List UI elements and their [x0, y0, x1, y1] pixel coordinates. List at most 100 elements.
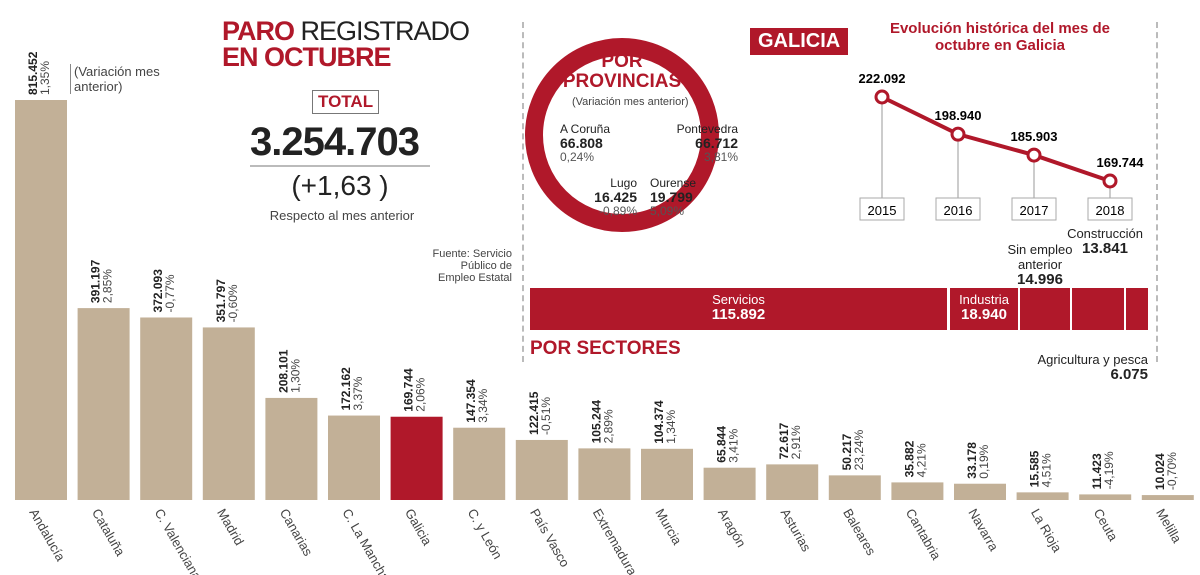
bar-7	[453, 427, 506, 500]
bar-value-label: 105.244	[589, 400, 603, 444]
bar-pct-label: -0,70%	[1165, 452, 1179, 490]
year-box	[859, 197, 905, 221]
bar-8	[515, 439, 568, 500]
line-point	[874, 89, 890, 105]
bar-value-label: 35.882	[902, 440, 916, 477]
legend-note: (Variación mes anterior)	[70, 64, 174, 94]
bar-value-label: 104.374	[652, 400, 666, 444]
bar-pct-label: 2,91%	[789, 425, 803, 459]
bar-pct-label: 2,06%	[414, 377, 428, 411]
bar-10	[641, 448, 693, 500]
year-label: 2015	[868, 203, 897, 218]
category-label: Murcia	[652, 506, 685, 548]
main-title: PARO REGISTRADO EN OCTUBRE	[222, 16, 470, 72]
bar-11	[703, 467, 756, 500]
sector-2: Sin empleo anterior 14.996	[1000, 242, 1080, 287]
bar-18	[1141, 495, 1194, 500]
bar-6	[390, 416, 443, 500]
point-label: 185.903	[1011, 129, 1058, 144]
variation-note: Respecto al mes anterior	[269, 208, 415, 223]
province-3: Ourense 19.799 5,09%	[650, 176, 696, 218]
province-name: A Coruña	[560, 122, 611, 136]
category-label: País Vasco	[527, 506, 572, 570]
bar-13	[828, 475, 881, 500]
provinces-title: POR PROVINCIAS	[562, 51, 682, 92]
sector-value: 14.996	[1017, 271, 1063, 288]
sector-segment-1	[950, 288, 1018, 330]
category-label: Cataluña	[89, 506, 128, 559]
bar-0	[15, 100, 67, 500]
bar-value-label: 10.024	[1153, 453, 1167, 490]
category-label: Madrid	[214, 506, 247, 548]
bar-value-label: 169.744	[402, 368, 416, 412]
galicia-label: GALICIA	[750, 28, 849, 55]
province-pct: -0,89%	[598, 204, 637, 218]
sector-segment-0	[530, 288, 947, 330]
sector-name: Construcción	[1067, 226, 1143, 241]
sector-name: Industria	[959, 292, 1009, 307]
line-point	[1026, 147, 1042, 163]
sector-name: Servicios	[712, 292, 765, 307]
sector-value: 13.841	[1082, 240, 1128, 257]
bar-15	[954, 483, 1006, 500]
category-label: Canarias	[277, 506, 316, 559]
bar-value-label: 50.217	[840, 433, 854, 470]
bar-value-label: 372.093	[151, 269, 165, 313]
bar-pct-label: 2,89%	[601, 409, 615, 443]
sector-name: Sin empleo anterior	[1007, 242, 1073, 272]
category-label: Andalucía	[26, 506, 68, 564]
bar-value-label: 172.162	[339, 367, 353, 411]
category-label: Melilla	[1153, 506, 1185, 546]
line-series	[881, 95, 1111, 183]
bar-17	[1079, 494, 1132, 500]
bar-pct-label: 4,21%	[914, 443, 928, 477]
bar-value-label: 65.844	[715, 426, 729, 463]
bar-value-label: 72.617	[777, 422, 791, 459]
province-pct: 3,81%	[703, 150, 738, 164]
sector-segment-3	[1072, 288, 1124, 330]
bar-pct-label: 1,30%	[288, 359, 302, 393]
category-label: Asturias	[778, 506, 815, 555]
bar-pct-label: 23,24%	[852, 429, 866, 470]
category-label: Cantabria	[903, 506, 945, 563]
bar-value-label: 391.197	[89, 259, 103, 303]
bar-value-label: 33.178	[965, 442, 979, 479]
bar-3	[202, 327, 255, 500]
provinces-note: (Variación mes anterior)	[572, 96, 689, 108]
province-pct: 0,24%	[560, 150, 595, 164]
bar-value-label: 11.423	[1090, 453, 1104, 489]
line-point	[950, 126, 966, 142]
point-label: 169.744	[1097, 155, 1145, 170]
total-label: TOTAL	[312, 90, 380, 114]
bar-value-label: 351.797	[214, 279, 228, 323]
province-1: Pontevedra 66.712 3,81%	[677, 122, 738, 164]
province-value: 19.799	[650, 189, 693, 205]
year-box	[935, 197, 981, 221]
point-label: 198.940	[935, 108, 982, 123]
bar-pct-label: 3,37%	[351, 376, 365, 410]
bar-5	[328, 415, 380, 500]
bar-pct-label: 3,41%	[727, 428, 741, 462]
category-label: Aragón	[715, 506, 749, 550]
province-name: Lugo	[610, 176, 637, 190]
sector-1: Industria 18.940	[950, 292, 1018, 322]
province-value: 16.425	[594, 189, 637, 205]
sector-value: 18.940	[961, 306, 1007, 323]
sector-value: 115.892	[711, 306, 766, 323]
province-pct: 5,09%	[650, 204, 685, 218]
bar-value-label: 15.585	[1028, 450, 1042, 487]
bar-value-label: 122.415	[527, 391, 541, 435]
bar-pct-label: 4,51%	[1040, 453, 1054, 487]
province-value: 66.808	[560, 135, 603, 151]
line-chart-title: Evolución histórica del mes de octubre e…	[889, 20, 1111, 54]
category-label: C. Valenciana	[152, 506, 205, 575]
sector-4: Agricultura y pesca 6.075	[1030, 352, 1148, 382]
bar-14	[891, 482, 944, 500]
year-label: 2016	[944, 203, 973, 218]
province-2: Lugo 16.425 -0,89%	[594, 176, 637, 218]
point-label: 222.092	[859, 71, 906, 86]
bar-pct-label: 1,34%	[664, 409, 678, 443]
category-label: Extremadura	[590, 506, 641, 575]
